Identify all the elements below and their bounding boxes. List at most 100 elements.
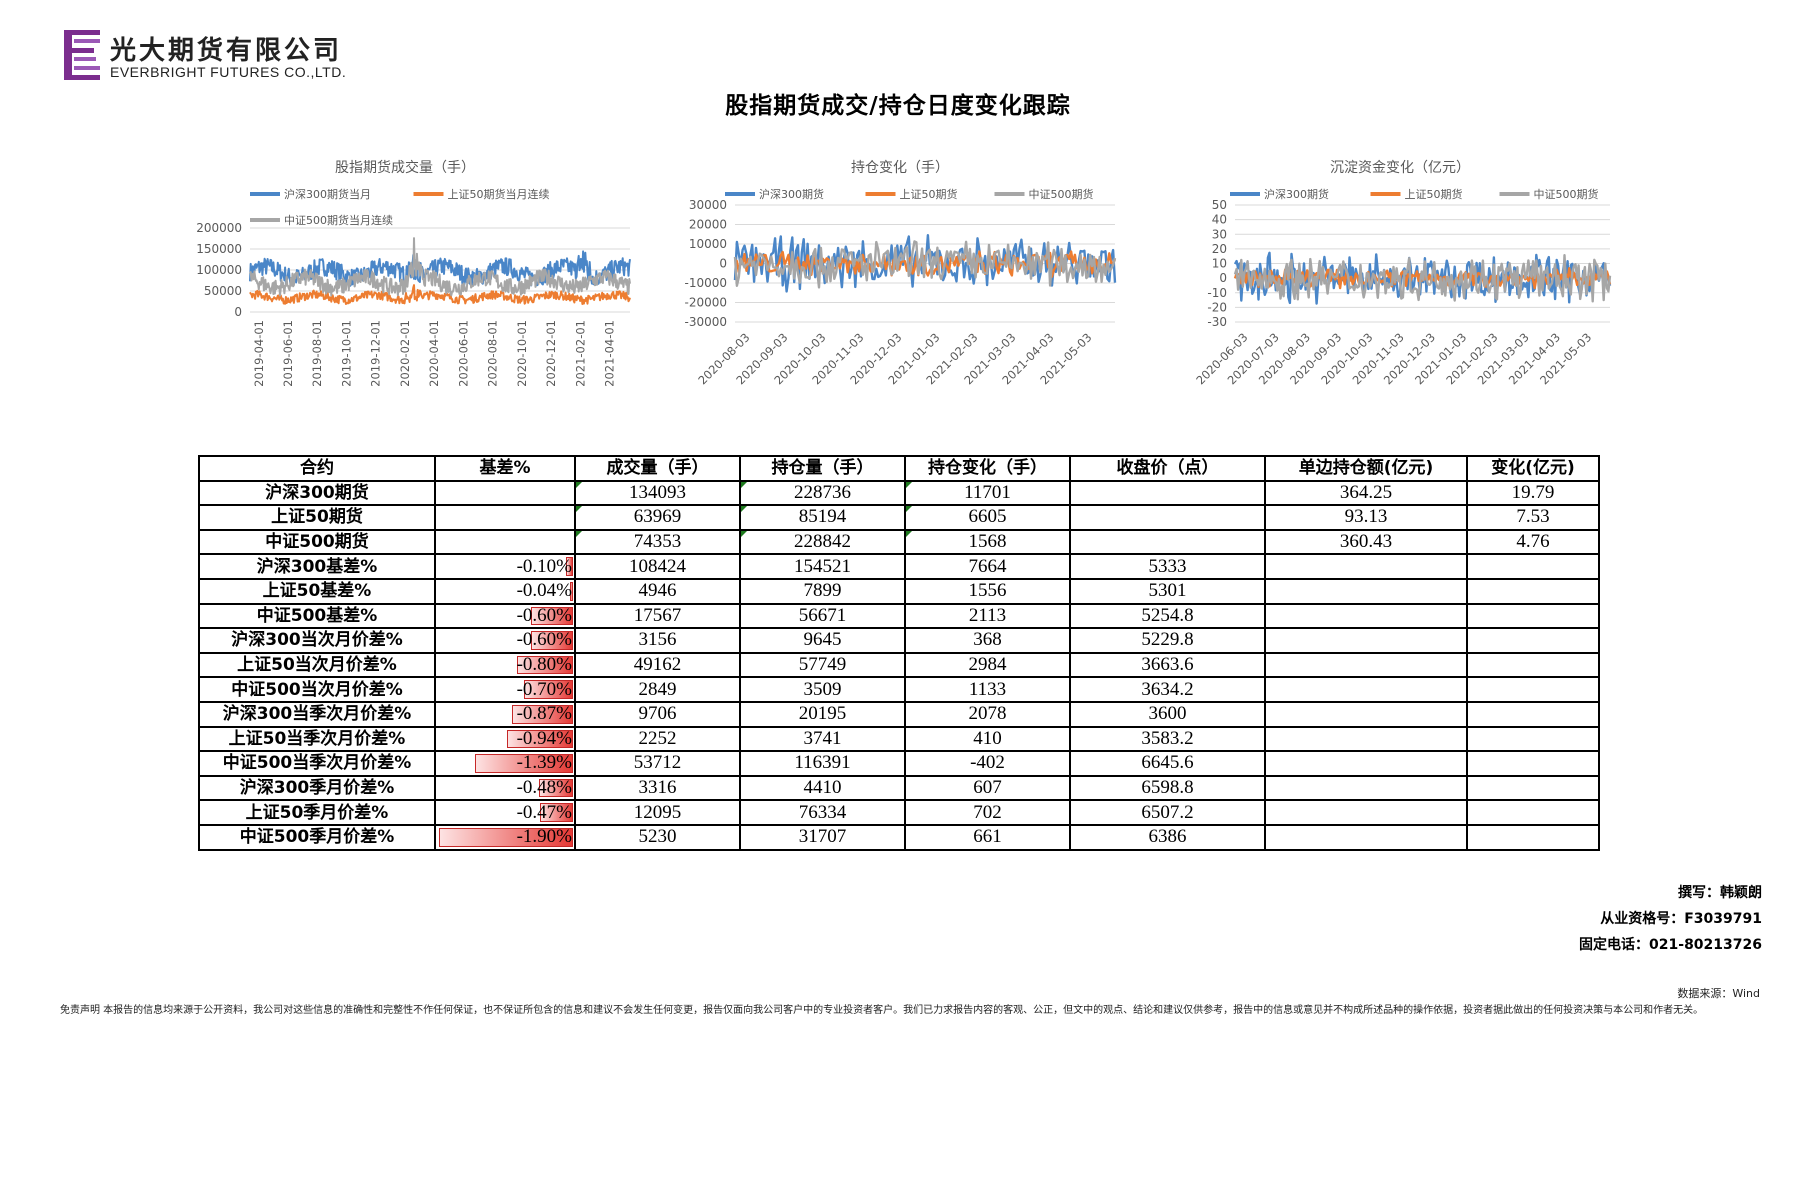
cell-value: 5254.8 [1141, 604, 1194, 626]
cell-value: 17567 [633, 604, 682, 626]
cell-value: 368 [973, 629, 1002, 651]
cell-oi: 3741 [739, 725, 906, 753]
cell-amount [1264, 725, 1468, 753]
cell-marker-icon [576, 481, 582, 488]
cell-volume: 2849 [574, 676, 741, 703]
x-tick-label: 2020-02-01 [398, 320, 412, 387]
row-name: 沪深300期货 [198, 479, 436, 507]
cell-amount [1264, 823, 1468, 851]
cell-close: 3583.2 [1069, 725, 1266, 753]
cell-amount [1264, 602, 1468, 630]
cell-oi_change: 368 [904, 627, 1071, 654]
cell-value: 9645 [803, 629, 842, 651]
cell-value: 6507.2 [1141, 801, 1194, 823]
legend-entry: 中证500期货当月连续 [284, 213, 393, 227]
cell-value: 360.43 [1339, 531, 1393, 553]
cell-oi: 85194 [739, 504, 906, 531]
cell-oi: 4410 [739, 774, 906, 802]
y-tick-label: 50 [1212, 198, 1227, 212]
y-tick-label: 20 [1212, 242, 1227, 256]
basis-value: -0.94% [516, 727, 572, 749]
cell-oi: 228736 [739, 479, 906, 507]
basis-databar [530, 631, 573, 650]
cell-value: 5229.8 [1141, 629, 1194, 651]
x-tick-label: 2020-10-01 [515, 320, 529, 387]
x-tick-label: 2020-04-01 [427, 320, 441, 387]
cell-value: 9706 [638, 703, 677, 725]
cell-value: 6605 [968, 506, 1007, 528]
cell-volume: 63969 [574, 504, 741, 531]
cell-amount_change [1466, 627, 1600, 654]
cell-value: 1133 [968, 678, 1007, 700]
cell-amount_change [1466, 823, 1600, 851]
cell-amount [1264, 553, 1468, 580]
y-tick-label: -10000 [684, 276, 727, 290]
row-name: 上证50基差% [198, 577, 436, 605]
table-row: 沪深300当次月价差% -0.60% 3156 9645 368 5229.8 [198, 627, 1600, 654]
cell-volume: 3156 [574, 627, 741, 654]
col-amount-change: 变化(亿元) [1466, 455, 1600, 482]
cell-marker-icon [576, 530, 582, 537]
cell-oi_change: 7664 [904, 553, 1071, 580]
cell-oi: 7899 [739, 577, 906, 605]
cell-value: 607 [973, 777, 1002, 799]
cell-value: 11701 [964, 481, 1011, 503]
logo-english-name: EVERBRIGHT FUTURES CO.,LTD. [110, 64, 347, 80]
y-tick-label: 50000 [204, 284, 242, 298]
table-row: 中证500当季次月价差% -1.39% 53712 116391 -402 6645.6 [198, 750, 1600, 777]
table-row: 上证50期货 63969 85194 6605 93.13 7.53 [198, 504, 1600, 531]
row-name: 上证50季月价差% [198, 799, 436, 826]
y-tick-label: 0 [234, 305, 242, 319]
cell-close: 3663.6 [1069, 651, 1266, 679]
cell-value: 2984 [968, 654, 1007, 676]
cell-value: 4410 [803, 777, 842, 799]
cell-value: 3600 [1148, 703, 1187, 725]
cell-amount_change [1466, 750, 1600, 777]
cell-volume: 134093 [574, 479, 741, 507]
cell-volume: 5230 [574, 823, 741, 851]
row-name: 沪深300当季次月价差% [198, 700, 436, 728]
cell-volume: 17567 [574, 602, 741, 630]
basis-value: -1.90% [516, 826, 572, 848]
cell-oi_change: 702 [904, 799, 1071, 826]
cell-value: 20195 [798, 703, 847, 725]
basis-value: -0.60% [516, 604, 572, 626]
cell-volume: 12095 [574, 799, 741, 826]
basis-databar [439, 827, 573, 847]
cell-value: 228736 [794, 481, 851, 503]
basis-cell: -0.47% [434, 799, 576, 826]
cell-amount [1264, 676, 1468, 703]
cell-value: 3663.6 [1141, 654, 1194, 676]
y-tick-label: 0 [1219, 271, 1227, 285]
chart-title: 股指期货成交量（手） [335, 159, 475, 176]
logo-chinese-name: 光大期货有限公司 [110, 36, 343, 66]
row-name: 中证500季月价差% [198, 823, 436, 851]
cell-amount [1264, 799, 1468, 826]
col-oi-change: 持仓变化（手） [904, 455, 1071, 482]
cell-value: 702 [973, 801, 1002, 823]
cell-close [1069, 528, 1266, 556]
cell-close: 6507.2 [1069, 799, 1266, 826]
basis-cell: -1.39% [434, 750, 576, 777]
table-row: 中证500基差% -0.60% 17567 56671 2113 5254.8 [198, 602, 1600, 630]
cell-amount_change [1466, 651, 1600, 679]
y-tick-label: 10000 [689, 237, 727, 251]
chart-title: 沉淀资金变化（亿元） [1330, 160, 1470, 176]
cell-value: 57749 [798, 654, 847, 676]
basis-databar [523, 680, 573, 699]
cell-marker-icon [741, 530, 747, 537]
y-tick-label: 10 [1212, 257, 1227, 271]
cell-oi: 76334 [739, 799, 906, 826]
legend-entry: 中证500期货 [1029, 187, 1094, 201]
legend-entry: 沪深300期货当月 [284, 187, 371, 201]
cell-close: 3634.2 [1069, 676, 1266, 703]
cell-value: 3156 [638, 629, 677, 651]
cell-value: 108424 [629, 555, 686, 577]
volume-chart: 股指期货成交量（手） 沪深300期货当月 上证50期货当月连续中证500期货当月连续… [196, 159, 631, 387]
y-tick-label: -30000 [684, 315, 727, 329]
table-row: 上证50基差% -0.04% 4946 7899 1556 5301 [198, 577, 1600, 605]
cell-value: 76334 [798, 801, 847, 823]
cell-close: 5301 [1069, 577, 1266, 605]
basis-value [572, 531, 574, 552]
basis-cell: -0.04% [434, 577, 576, 605]
